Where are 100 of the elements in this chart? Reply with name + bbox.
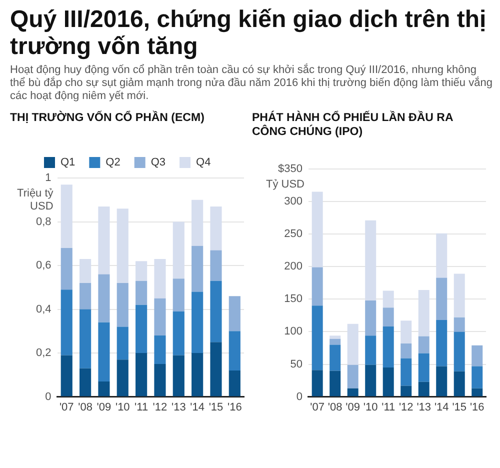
y-axis-title: Tỷ USD — [266, 178, 305, 191]
bar — [347, 364, 358, 388]
text: Hoạt động huy động vốn cổ phần trên toàn cầu có sự khởi sắc trong Quý III/2016, nhưng không thể bù đắp cho sự sụt giảm mạnh trong nửa đầu năm 2016 khi thị trường biến động làm thiếu vắng các hoạt động niêm yết mới. — [10, 64, 494, 103]
bar — [228, 296, 240, 332]
bar — [210, 250, 222, 281]
x-tick-label: '16 — [470, 401, 484, 414]
bar — [116, 360, 128, 396]
bar — [192, 246, 204, 292]
bar — [312, 267, 323, 306]
bar — [154, 258, 166, 298]
y-tick-label: 1 — [45, 172, 52, 184]
y-tick-label: 0,4 — [36, 303, 52, 316]
bar — [472, 345, 483, 366]
x-tick-label: '14 — [434, 401, 449, 414]
x-tick-label: '10 — [115, 401, 130, 414]
bar — [228, 331, 240, 371]
bar — [98, 322, 110, 382]
legend-label: Q1 — [60, 156, 76, 169]
bar — [472, 388, 483, 396]
y-tick-label: 0 — [296, 390, 302, 403]
bar — [80, 309, 92, 368]
bar — [136, 261, 148, 281]
bar — [365, 300, 376, 336]
bar — [98, 381, 110, 396]
bar — [436, 366, 448, 396]
chart-title: THỊ TRƯỜNG VỐN CỔ PHẦN (ECM) — [10, 111, 206, 126]
y-tick-label: 300 — [284, 196, 302, 208]
bar — [210, 280, 222, 342]
bar — [418, 353, 430, 382]
bar — [154, 364, 166, 396]
bar — [365, 364, 376, 396]
x-tick-label: '16 — [227, 401, 242, 414]
x-tick-label: '09 — [346, 401, 360, 414]
bar — [400, 386, 412, 396]
bar — [116, 208, 128, 284]
x-tick-label: '08 — [328, 401, 342, 414]
bar — [472, 366, 483, 388]
x-tick-label: '13 — [416, 401, 432, 414]
bar — [154, 336, 166, 364]
bar — [192, 353, 204, 396]
x-tick-label: '07 — [310, 401, 325, 414]
bar — [80, 368, 92, 396]
bar — [436, 320, 448, 366]
bar — [454, 332, 465, 372]
bar — [312, 370, 323, 396]
bar — [98, 206, 110, 274]
bar — [382, 290, 394, 308]
bar — [60, 355, 72, 396]
y-tick-label: 0,8 — [36, 216, 52, 228]
bar — [312, 306, 323, 370]
x-tick-label: '14 — [190, 401, 204, 414]
bar — [400, 343, 412, 358]
bar — [347, 324, 358, 365]
bar — [382, 368, 394, 396]
x-tick-label: '08 — [78, 401, 92, 414]
bar — [400, 320, 412, 344]
bar — [228, 370, 240, 396]
bar — [365, 220, 376, 300]
bar — [80, 258, 92, 284]
y-tick-label: 50 — [290, 358, 302, 370]
bar — [400, 358, 412, 386]
bar — [60, 184, 72, 248]
bar — [172, 222, 184, 279]
x-tick-label: '10 — [363, 401, 378, 414]
bar — [436, 233, 448, 278]
bar — [418, 290, 430, 336]
bar — [172, 278, 184, 312]
y-tick-label: 150 — [284, 293, 302, 306]
bar — [136, 304, 148, 354]
bar — [60, 290, 72, 356]
bar — [365, 336, 376, 365]
bar — [418, 336, 430, 354]
bar — [116, 283, 128, 327]
bar — [80, 283, 92, 310]
bar — [330, 344, 341, 371]
bar — [172, 311, 184, 356]
bar — [330, 336, 341, 339]
x-tick-label: '09 — [96, 401, 112, 414]
legend-label: Q2 — [106, 156, 120, 169]
y-tick-label: 250 — [284, 228, 302, 240]
bar — [454, 317, 465, 332]
bar — [172, 355, 184, 396]
bar — [192, 292, 204, 354]
bar — [116, 326, 128, 360]
bar — [454, 371, 465, 396]
x-tick-label: '07 — [59, 401, 74, 414]
y-tick-label: 0,2 — [36, 347, 52, 360]
x-tick-label: '15 — [208, 401, 224, 414]
bar — [382, 308, 394, 327]
bar — [136, 280, 148, 305]
x-tick-label: '15 — [452, 401, 467, 414]
x-tick-label: '11 — [382, 401, 396, 414]
chart-title: PHÁT HÀNH CỔ PHIẾU LẦN ĐẦU RA CÔNG CHÚNG (IPO) — [252, 111, 454, 140]
bar — [60, 248, 72, 290]
text: Quý III/2016, chứng kiến giao dịch trên thị trường vốn tăng — [10, 6, 488, 60]
x-tick-label: '12 — [398, 401, 414, 414]
bar — [454, 274, 465, 318]
bar — [347, 388, 358, 396]
bar — [192, 200, 204, 246]
bar — [154, 298, 166, 336]
